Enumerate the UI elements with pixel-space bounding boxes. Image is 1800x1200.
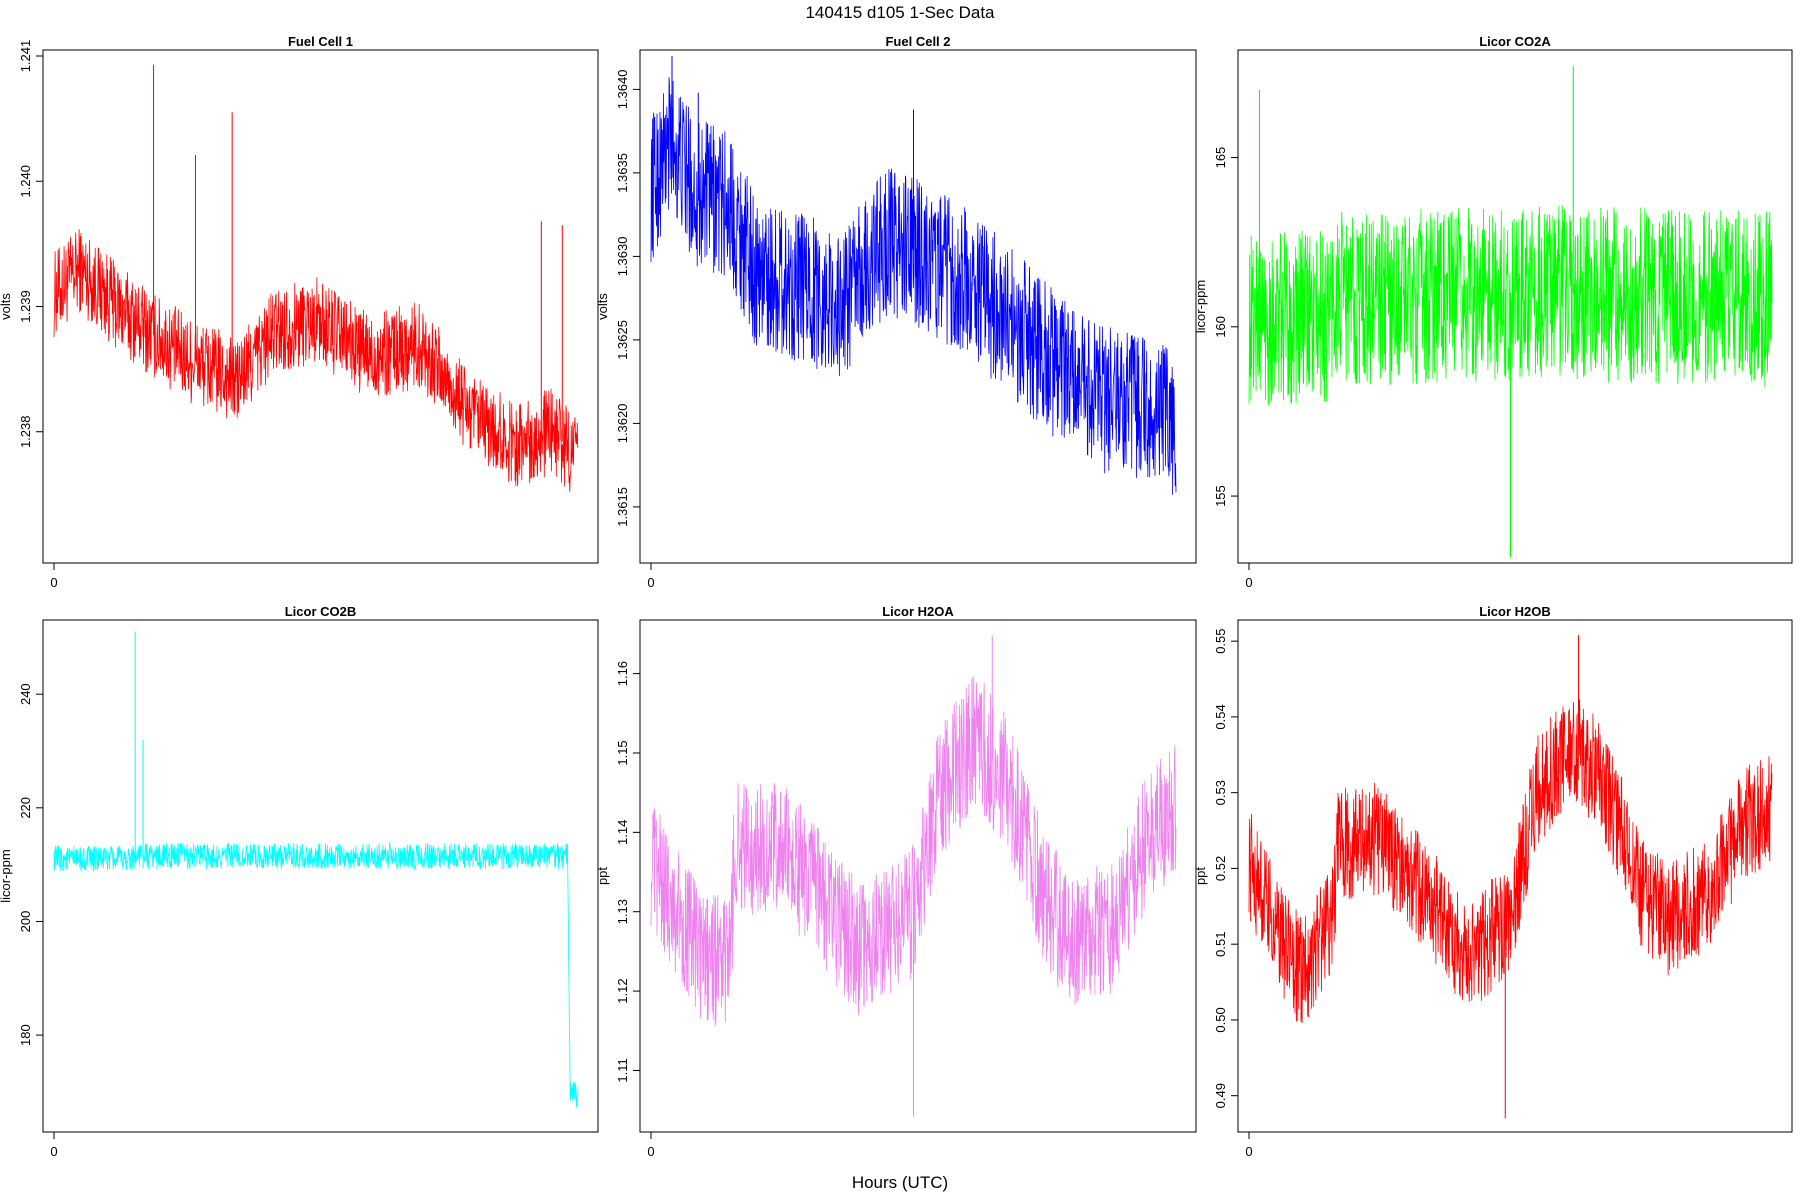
y-tick-label: 0.54 <box>1213 704 1228 729</box>
y-tick-label: 220 <box>18 797 33 819</box>
y-tick-label: 0.52 <box>1213 856 1228 881</box>
y-axis-label: licor-ppm <box>0 849 13 902</box>
panel-title: Licor CO2B <box>285 604 357 619</box>
y-tick-label: 0.53 <box>1213 780 1228 805</box>
y-tick-label: 1.3625 <box>615 320 630 360</box>
panels: Fuel Cell 1volts1.2381.2391.2401.2410Fue… <box>0 34 1793 1159</box>
series-line <box>650 676 1177 1027</box>
panel-title: Licor H2OA <box>882 604 954 619</box>
y-tick-label: 0.50 <box>1213 1007 1228 1032</box>
y-tick-label: 1.3630 <box>615 237 630 277</box>
y-axis-label: licor-ppm <box>1193 280 1208 333</box>
y-tick-label: 1.239 <box>18 290 33 323</box>
y-tick-label: 165 <box>1213 147 1228 169</box>
figure-title: 140415 d105 1-Sec Data <box>805 3 995 22</box>
y-tick-label: 0.49 <box>1213 1083 1228 1108</box>
x-tick-label: 0 <box>50 1144 57 1159</box>
panel-fuel-cell-1: Fuel Cell 1 volts 1.238 1.239 1.240 1.241 0 <box>0 34 599 590</box>
x-tick-label: 0 <box>1245 1144 1252 1159</box>
panel-title: Fuel Cell 2 <box>885 34 950 49</box>
y-tick-label: 1.15 <box>615 740 630 765</box>
y-tick-label: 1.241 <box>18 40 33 73</box>
plot-frame <box>1237 49 1793 564</box>
panel-fuel-cell-2: Fuel Cell 2 volts 1.3615 1.3620 1.3625 1.3630… <box>595 34 1197 590</box>
y-tick-label: 1.238 <box>18 415 33 448</box>
series-line <box>53 842 579 1108</box>
y-tick-label: 200 <box>18 911 33 933</box>
y-tick-label: 1.12 <box>615 978 630 1003</box>
panel-licor-co2b: Licor CO2B licor-ppm 180 200 220 240 0 <box>0 604 599 1159</box>
y-tick-label: 0.51 <box>1213 932 1228 957</box>
y-tick-label: 1.14 <box>615 820 630 845</box>
plot-frame <box>639 49 1197 564</box>
y-tick-label: 1.3615 <box>615 487 630 527</box>
y-tick-label: 240 <box>18 683 33 705</box>
y-tick-label: 1.3620 <box>615 404 630 444</box>
x-tick-label: 0 <box>647 1144 654 1159</box>
y-axis-label: ppt <box>595 867 610 885</box>
y-tick-label: 1.16 <box>615 661 630 686</box>
y-axis-label: volts <box>595 293 610 320</box>
y-tick-label: 0.55 <box>1213 628 1228 653</box>
plot-frame <box>639 619 1197 1133</box>
y-tick-label: 1.13 <box>615 899 630 924</box>
y-axis-label: ppt <box>1193 867 1208 885</box>
x-tick-label: 0 <box>1245 575 1252 590</box>
y-tick-label: 180 <box>18 1024 33 1046</box>
series-line <box>650 77 1177 495</box>
series-line <box>1248 697 1773 1024</box>
y-tick-label: 1.11 <box>615 1058 630 1082</box>
panel-title: Licor H2OB <box>1479 604 1551 619</box>
panel-licor-co2a: Licor CO2A licor-ppm 155 160 165 0 <box>1193 34 1793 590</box>
series-line <box>53 229 579 492</box>
y-axis-label: volts <box>0 293 13 320</box>
plot-frame <box>42 49 599 564</box>
panel-licor-h2ob: Licor H2OB ppt 0.49 0.50 0.51 0.52 0.53 0.54 0.5… <box>1193 604 1793 1159</box>
panel-title: Fuel Cell 1 <box>288 34 353 49</box>
x-tick-label: 0 <box>50 575 57 590</box>
x-tick-label: 0 <box>647 575 654 590</box>
panel-title: Licor CO2A <box>1479 34 1551 49</box>
y-tick-label: 1.3640 <box>615 70 630 110</box>
y-tick-label: 155 <box>1213 485 1228 507</box>
plot-frame <box>1237 619 1793 1133</box>
y-tick-label: 1.3635 <box>615 153 630 193</box>
figure-xlabel: Hours (UTC) <box>852 1173 948 1192</box>
panel-licor-h2oa: Licor H2OA ppt 1.11 1.12 1.13 1.14 1.15 1.16 0 <box>595 604 1197 1159</box>
plot-frame <box>42 619 599 1133</box>
y-tick-label: 1.240 <box>18 165 33 198</box>
y-tick-label: 160 <box>1213 316 1228 338</box>
